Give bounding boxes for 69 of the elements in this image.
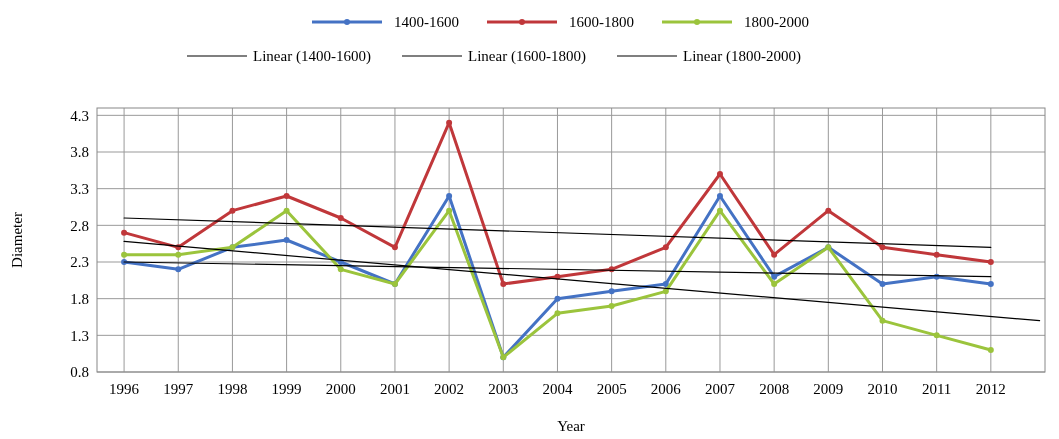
x-tick-label: 1996 (109, 381, 140, 397)
point (716, 193, 723, 199)
y-tick-label: 1.8 (70, 290, 89, 307)
point (879, 281, 886, 287)
point (933, 332, 940, 339)
y-tick-label: 2.3 (70, 254, 89, 271)
x-tick-label: 2003 (488, 381, 519, 397)
point (175, 266, 182, 273)
x-tick-label: 2009 (813, 381, 844, 397)
point (554, 295, 561, 302)
point (825, 207, 832, 214)
point (662, 244, 669, 251)
point (337, 215, 344, 221)
legend-label: 1800-2000 (744, 14, 809, 31)
point (987, 347, 994, 353)
point (662, 288, 669, 295)
x-tick-label: 2004 (542, 381, 573, 397)
point (446, 207, 453, 214)
point (771, 281, 778, 287)
y-axis-title: Diameter (9, 212, 25, 268)
x-tick-label: 2005 (596, 381, 627, 397)
x-tick-label: 2000 (325, 381, 356, 397)
point (879, 244, 886, 251)
point (662, 281, 669, 287)
y-tick-label: 4.3 (70, 107, 89, 124)
x-tick-label: 2001 (379, 381, 410, 397)
x-tick-label: 2010 (867, 381, 898, 397)
x-tick-label: 2006 (650, 381, 682, 397)
x-tick-label: 1999 (271, 381, 302, 397)
x-tick-label: 2008 (759, 381, 790, 397)
y-tick-label: 1.3 (70, 327, 89, 344)
point (716, 171, 723, 177)
y-tick-label: 0.8 (70, 364, 89, 381)
point (175, 251, 182, 258)
x-tick-label: 2007 (704, 381, 736, 397)
legend-label: Linear (1400-1600) (253, 48, 371, 66)
point (391, 244, 398, 251)
point (500, 281, 507, 287)
y-tick-label: 2.8 (70, 217, 89, 234)
point (554, 310, 561, 317)
point (771, 273, 778, 280)
point (933, 251, 940, 258)
point (283, 193, 290, 199)
x-tick-label: 2011 (921, 381, 952, 397)
point (446, 119, 453, 126)
point (283, 237, 290, 243)
point (879, 317, 886, 324)
point (121, 251, 128, 258)
point (608, 288, 615, 295)
point (337, 266, 344, 273)
x-tick-label: 1997 (163, 381, 194, 397)
x-tick-label: 2012 (975, 381, 1006, 397)
legend-label: Linear (1600-1800) (468, 48, 586, 66)
legend-label: Linear (1800-2000) (683, 48, 801, 66)
x-tick-label: 2002 (434, 381, 465, 397)
point (608, 303, 615, 309)
point (771, 251, 778, 258)
legend-label: 1400-1600 (394, 14, 459, 31)
legend-label: 1600-1800 (569, 14, 634, 31)
point (283, 207, 290, 214)
point (987, 259, 994, 265)
point (229, 207, 236, 214)
x-tick-label: 1998 (217, 381, 248, 397)
x-axis-title: Year (557, 418, 585, 434)
point (446, 193, 453, 199)
y-tick-label: 3.8 (70, 144, 89, 161)
point (987, 281, 994, 287)
y-tick-label: 3.3 (70, 180, 89, 197)
point (121, 229, 128, 236)
